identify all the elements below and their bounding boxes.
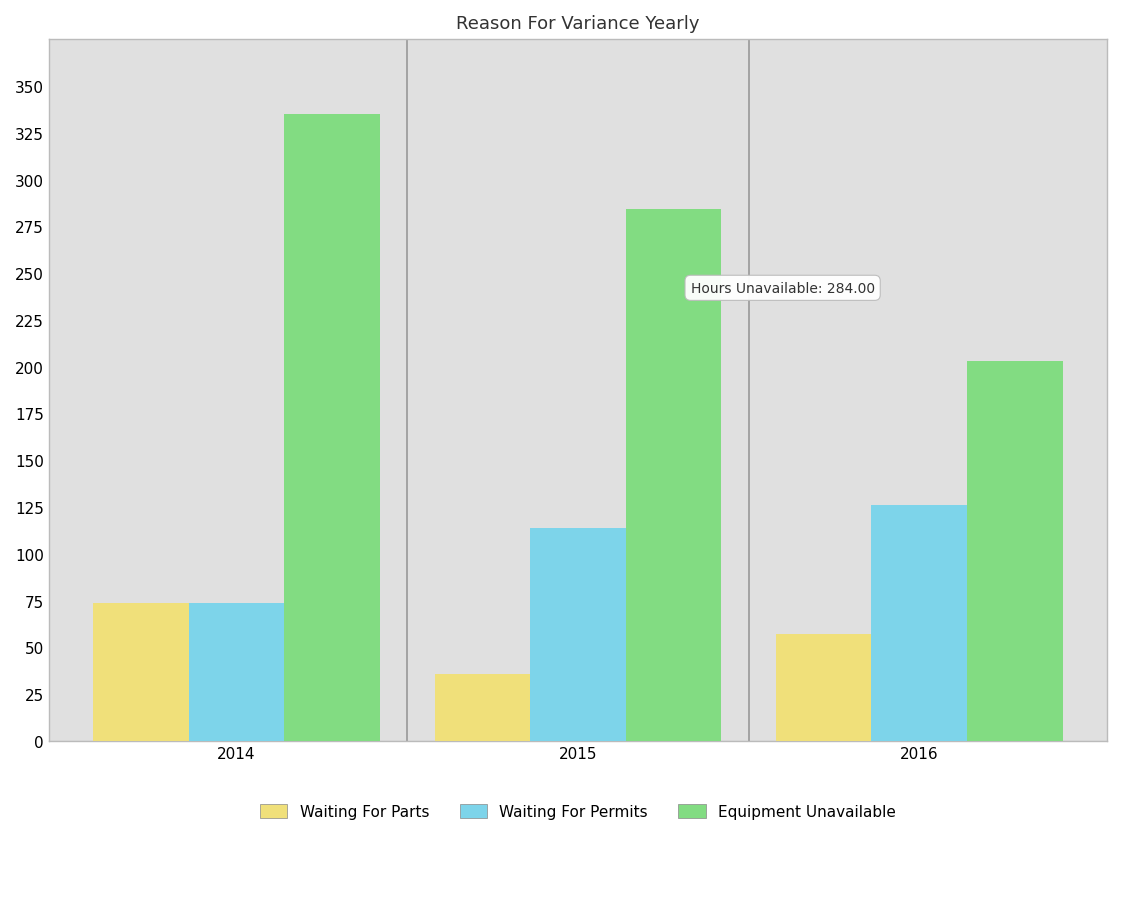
Bar <box>188 603 284 741</box>
Bar <box>93 603 188 741</box>
Title: Reason For Variance Yearly: Reason For Variance Yearly <box>457 15 700 33</box>
Bar <box>434 674 530 741</box>
Legend: Waiting For Parts, Waiting For Permits, Equipment Unavailable: Waiting For Parts, Waiting For Permits, … <box>254 798 902 825</box>
Text: Hours Unavailable: 284.00: Hours Unavailable: 284.00 <box>690 282 875 295</box>
Bar <box>776 635 872 741</box>
Bar <box>967 362 1063 741</box>
Bar <box>284 115 380 741</box>
Bar <box>626 210 721 741</box>
Bar <box>530 528 626 741</box>
Bar <box>872 506 967 741</box>
